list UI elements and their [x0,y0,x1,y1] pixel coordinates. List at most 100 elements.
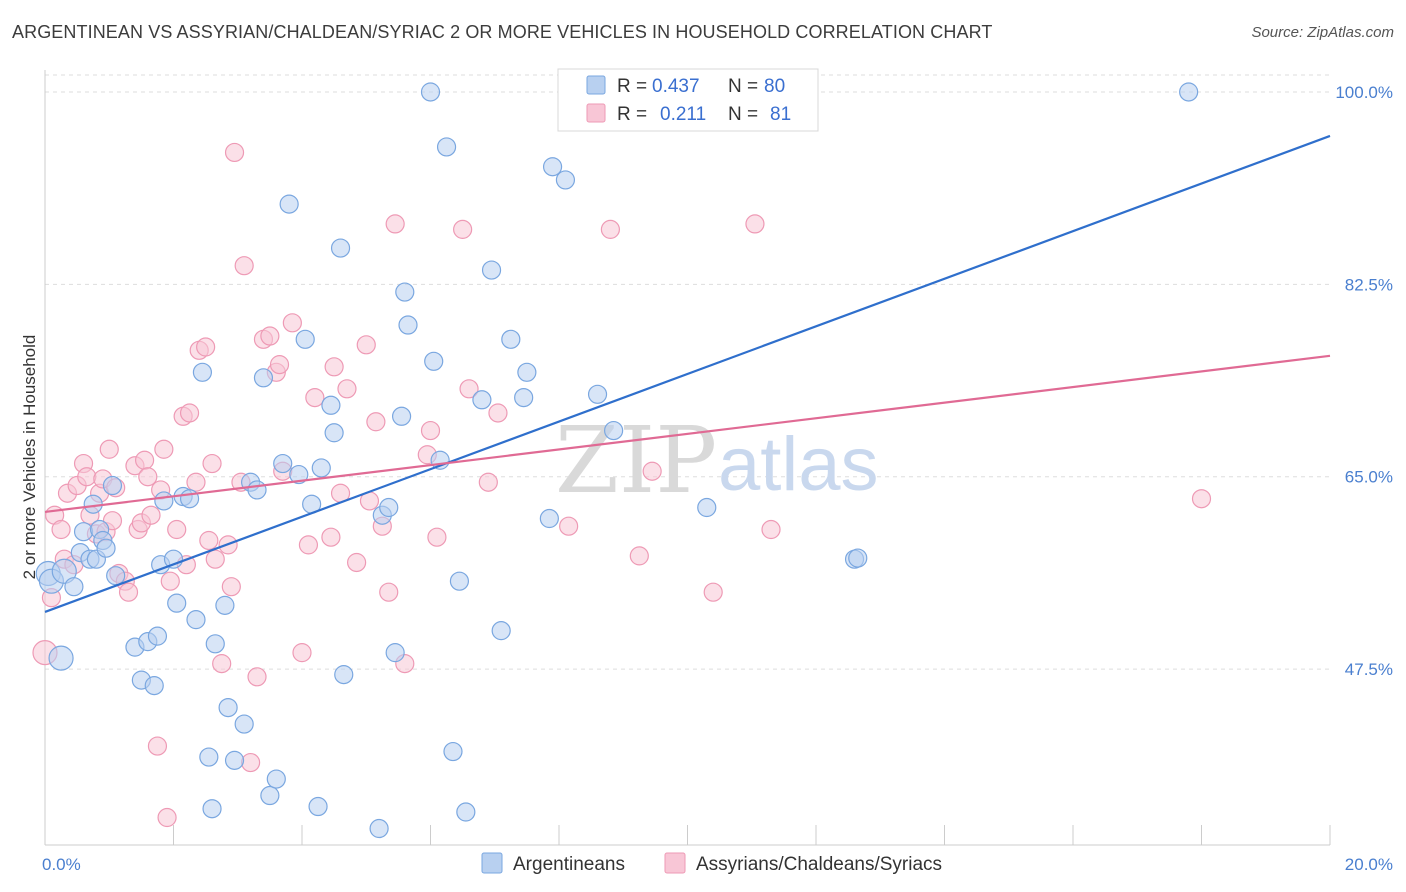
argentineans-point-72 [542,157,563,177]
assyrians-point-58 [305,387,325,408]
argentineans-point-49 [330,238,351,258]
assyrians-point-74 [453,219,473,239]
assyrians-point-80 [629,546,649,566]
trend-lines [44,134,1331,613]
assyrians-point-31 [160,571,180,591]
argentineans-point-64 [456,802,476,822]
argentineans-point-27 [192,362,213,382]
assyrians-point-57 [298,535,319,555]
assyrians-point-76 [478,472,498,492]
argentineans-point-40 [273,453,293,474]
argentineans-point-54 [385,643,405,663]
argentineans-point-56 [395,282,415,302]
argentineans-point-3 [51,558,77,584]
assyrians-point-51 [260,326,280,346]
argentineans-point-71 [539,508,559,529]
y-tick-label-2: 65.0% [1345,468,1393,487]
assyrians-point-47 [234,256,254,276]
assyrians-point-81 [642,461,662,481]
y-tick-label-3: 47.5% [1345,660,1393,679]
argentineans-point-59 [424,351,444,371]
bottom-legend-swatch-argentineans [481,852,503,874]
argentineans-point-45 [308,796,328,817]
legend-n-value-2: 81 [770,104,791,125]
assyrians-point-27 [147,736,168,756]
argentineans-point-65 [472,390,492,410]
assyrians-point-15 [99,439,119,459]
argentineans-point-33 [224,750,245,770]
assyrians-point-20 [118,582,139,602]
argentineans-point-68 [501,329,521,349]
argentineans-point-6 [73,522,94,542]
argentineans-point-76 [697,497,717,518]
argentineans-point-51 [369,818,389,839]
y-tick-labels: 100.0% 82.5% 65.0% 47.5% [1335,83,1393,679]
assyrians-point-32 [167,519,187,540]
assyrians-point-38 [196,337,216,357]
argentineans-point-47 [321,395,341,415]
legend-n-label-2: N = [728,104,758,125]
argentineans-point-39 [266,769,286,789]
argentineans-point-23 [167,593,187,613]
argentineans-point-42 [289,464,309,485]
argentineans-point-34 [234,714,254,734]
assyrians-points [32,142,1212,828]
assyrians-point-24 [134,450,155,470]
assyrians-point-79 [600,219,621,239]
assyrians-point-53 [269,355,290,375]
bottom-legend-swatch-assyrians [664,852,686,874]
argentineans-point-58 [420,82,441,102]
argentineans-point-70 [517,362,537,382]
argentineans-point-28 [199,747,219,767]
argentineans-point-21 [154,491,174,511]
assyrians-point-30 [157,807,177,828]
argentineans-point-12 [96,538,116,558]
argentineans-point-74 [587,384,608,404]
assyrians-point-45 [224,142,245,163]
assyrians-point-39 [199,530,219,551]
assyrians-point-83 [745,214,765,234]
argentineans-point-38 [260,785,280,806]
argentineans-point-26 [186,610,206,630]
x-tick-label-0: 0.0% [42,855,81,874]
bottom-legend-argentineans: Argentineans [513,854,625,875]
source-label: Source: ZipAtlas.com [1251,24,1394,41]
x-tick-labels: 0.0% 20.0% [42,855,1393,874]
assyrians-point-62 [337,379,357,399]
assyrians-point-59 [321,527,341,547]
y-tick-label-0: 100.0% [1335,83,1393,102]
assyrians-point-64 [356,335,376,355]
argentineans-point-30 [205,634,225,654]
argentineans-point-78 [848,548,868,568]
argentineans-points [35,82,1199,839]
assyrians-point-73 [427,527,447,547]
argentineans-point-66 [481,260,502,280]
assyrians-point-84 [761,519,781,540]
assyrians-point-60 [324,357,344,377]
assyrians-point-82 [703,582,723,602]
watermark-zip: ZIP [555,407,717,514]
argentineans-point-13 [102,475,123,496]
argentineans-point-18 [144,676,164,696]
assyrians-point-56 [292,643,312,663]
argentineans-trend-line [44,134,1331,613]
argentineans-point-63 [449,571,470,591]
argentineans-point-14 [106,566,126,586]
assyrians-point-69 [385,214,405,234]
argentineans-point-46 [311,458,331,478]
argentineans-point-4 [64,577,84,597]
assyrians-point-85 [1191,489,1212,509]
assyrians-point-72 [420,420,441,441]
assyrians-point-49 [247,667,267,687]
argentineans-point-29 [202,799,222,819]
watermark: ZIP atlas [555,407,879,514]
argentineans-point-36 [247,480,267,500]
legend-r-value-2: 0.211 [660,104,706,125]
argentineans-point-75 [604,420,624,441]
argentineans-point-67 [491,621,511,641]
argentineans-point-61 [436,137,457,157]
assyrians-point-25 [138,467,158,487]
argentineans-point-25 [179,489,200,509]
assyrians-point-36 [186,472,206,492]
argentineans-point-19 [147,626,168,646]
